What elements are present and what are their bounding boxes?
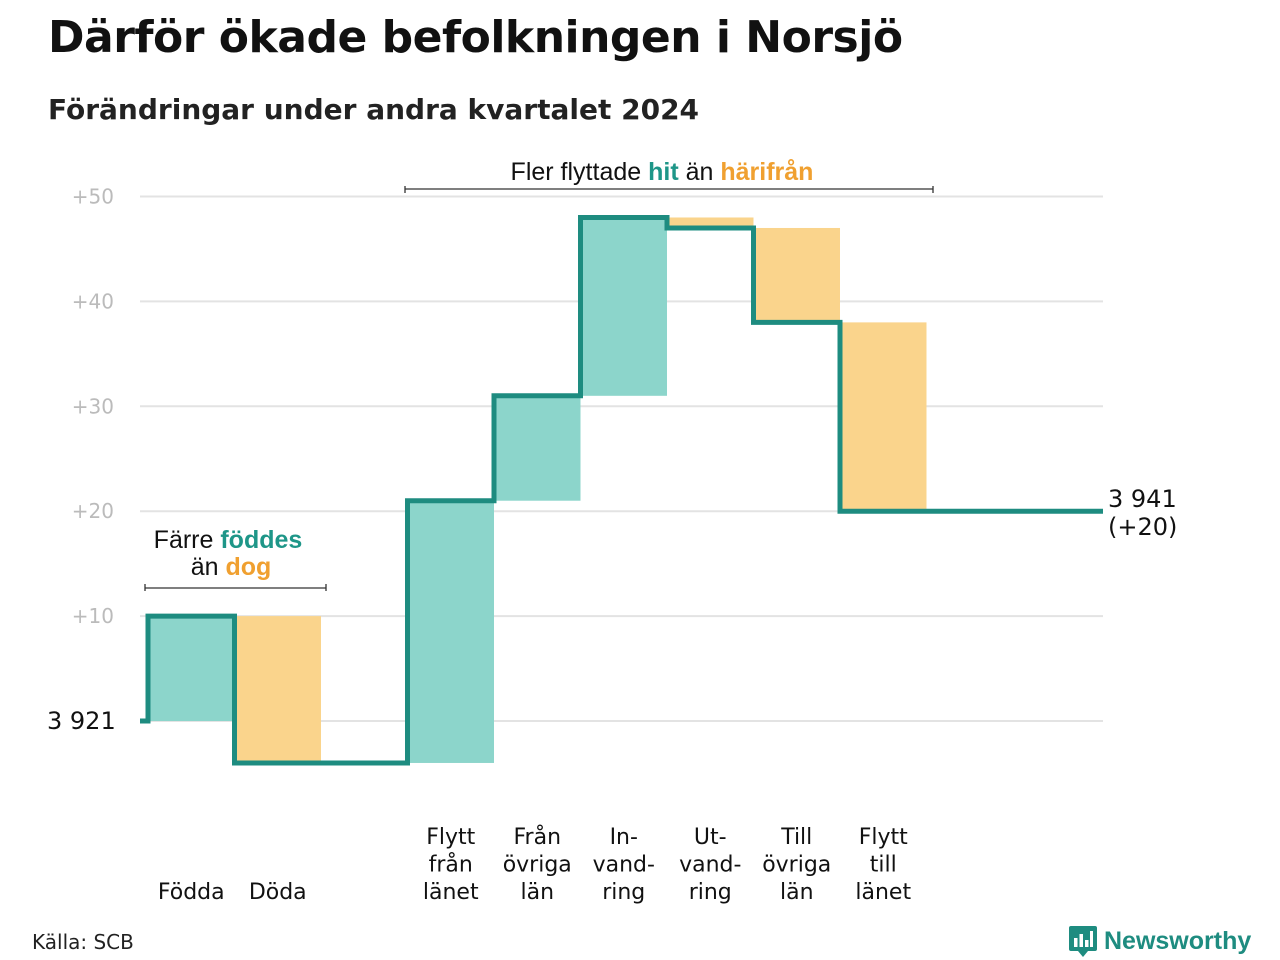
brand-logo: Newsworthy: [1068, 924, 1251, 958]
chart-title: Därför ökade befolkningen i Norsjö: [48, 12, 903, 63]
y-tick-label: +30: [72, 394, 114, 418]
x-category-label: Flytt: [426, 825, 475, 850]
x-category-label: Döda: [249, 880, 307, 905]
annotation-segment: än: [191, 553, 226, 581]
x-category-label: vand-: [679, 853, 741, 878]
y-tick-label: +50: [72, 185, 114, 209]
x-category-label: övriga: [762, 853, 831, 878]
chart-subtitle: Förändringar under andra kvartalet 2024: [48, 93, 700, 126]
end-change-label: (+20): [1108, 513, 1177, 541]
x-category-label: ring: [689, 880, 732, 905]
brand-name: Newsworthy: [1104, 926, 1252, 955]
annotation-segment: hit: [648, 158, 679, 186]
end-value-label: 3 941: [1108, 485, 1177, 513]
x-category-label: Födda: [158, 880, 225, 905]
x-category-label: Från: [513, 824, 561, 850]
y-tick-label: +20: [72, 499, 114, 523]
annotation-segment: än: [679, 158, 721, 186]
bar-increase: [407, 500, 494, 763]
x-category-label: ring: [602, 880, 645, 905]
y-tick-label: +40: [72, 289, 114, 313]
x-category-label: övriga: [503, 853, 572, 878]
migration-annotation-bracket: [404, 186, 934, 193]
running-total-line: [140, 214, 1103, 766]
annotation-segment: Färre: [154, 526, 221, 554]
annotation-segment: dog: [225, 553, 271, 581]
bar-increase: [494, 395, 581, 501]
x-category-label: vand-: [593, 853, 655, 878]
annotation-segment: föddes: [220, 526, 302, 554]
bar-decrease: [753, 227, 840, 323]
natural-annotation-line2: än dog: [191, 553, 272, 581]
annotation-segment: Fler flyttade: [511, 158, 649, 186]
total-step-line: [140, 214, 1103, 766]
x-category-label: län: [520, 880, 554, 905]
bar-decrease: [667, 217, 754, 228]
x-category-label: från: [429, 852, 473, 878]
bar-increase: [580, 217, 667, 396]
bar-decrease: [234, 616, 321, 763]
x-category-label: länet: [423, 880, 479, 905]
bar-increase: [148, 616, 235, 721]
x-category-label: till: [870, 853, 897, 878]
x-category-label: Flytt: [859, 825, 908, 850]
migration-annotation: Fler flyttade hit än härifrån: [511, 158, 814, 186]
natural-annotation-line1: Färre föddes: [154, 526, 303, 554]
bars: [148, 217, 927, 763]
y-tick-label: +10: [72, 604, 114, 628]
start-value-label: 3 921: [47, 707, 116, 735]
x-category-label: Ut-: [694, 825, 727, 850]
x-category-label: län: [780, 880, 814, 905]
bar-decrease: [840, 322, 927, 512]
x-category-label: länet: [855, 880, 911, 905]
x-category-label: In-: [610, 825, 638, 850]
x-category-label: Till: [780, 825, 812, 850]
source-note: Källa: SCB: [32, 930, 134, 954]
natural-annotation-bracket: [144, 584, 327, 591]
newsworthy-bar-chart-bubble-icon: [1069, 926, 1097, 957]
annotation-segment: härifrån: [720, 158, 813, 186]
